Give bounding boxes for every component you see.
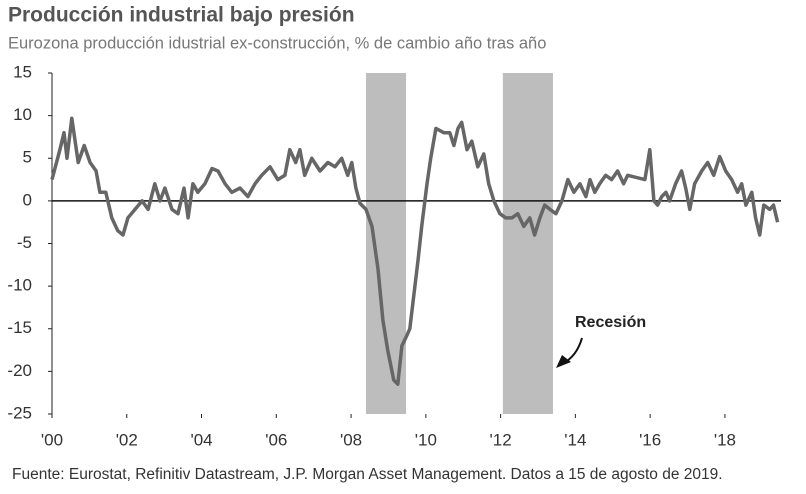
y-tick-label: 5	[23, 148, 32, 167]
chart-subtitle: Eurozona producción idustrial ex-constru…	[8, 34, 546, 52]
x-tick-label: '18	[714, 430, 736, 449]
data-line	[50, 116, 780, 386]
x-tick-label: '16	[639, 430, 661, 449]
y-tick-label: -5	[17, 233, 32, 252]
source-note: Fuente: Eurostat, Refinitiv Datastream, …	[12, 466, 723, 483]
annotation: Recesión	[575, 314, 646, 331]
x-tick-label: '08	[340, 430, 362, 449]
y-tick-label: 0	[23, 190, 32, 209]
y-tick-label: -25	[7, 403, 32, 422]
y-tick-label: 15	[13, 62, 32, 81]
x-tick-label: '12	[490, 430, 512, 449]
axes: 15 10 5 0 -5 -10 -15 -20 -25 '00 '02 '04 '06 '08 '10 '1…	[7, 62, 781, 449]
arrow-head	[556, 355, 571, 368]
recession-bands	[366, 73, 553, 414]
recession-band	[502, 73, 553, 414]
y-tick-label: -10	[7, 276, 32, 295]
x-tick-label: '10	[415, 430, 437, 449]
y-tick-label: -20	[7, 361, 32, 380]
x-tick-label: '02	[116, 430, 138, 449]
y-tick-label: -15	[7, 318, 32, 337]
x-tick-label: '14	[564, 430, 586, 449]
x-tick-label: '06	[265, 430, 287, 449]
y-tick-label: 10	[13, 105, 32, 124]
chart-title: Producción industrial bajo presión	[8, 4, 355, 27]
x-tick-label: '00	[41, 430, 63, 449]
x-tick-label: '04	[190, 430, 212, 449]
